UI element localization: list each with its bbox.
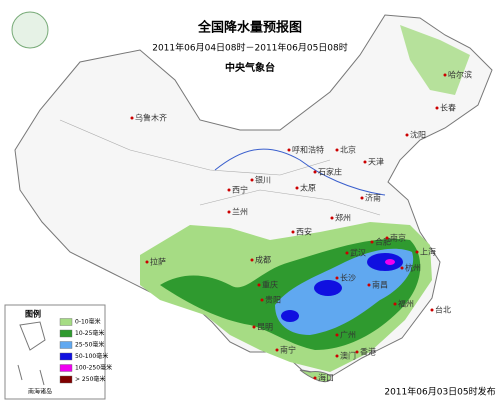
city-dot — [435, 106, 439, 110]
city-label: 西宁 — [232, 185, 248, 195]
period: 2011年06月04日08时－2011年06月05日08时 — [152, 42, 348, 54]
city-dot — [145, 260, 149, 264]
legend-label: 50-100毫米 — [75, 352, 108, 360]
city-label: 福州 — [398, 300, 414, 309]
city-label: 广州 — [340, 330, 356, 340]
city-dot — [250, 178, 254, 182]
rain-50-100 — [281, 310, 299, 322]
city-dot — [313, 170, 317, 174]
city-dot — [335, 333, 339, 337]
city-label: 乌鲁木齐 — [135, 113, 167, 123]
legend-label: 100-250毫米 — [75, 364, 112, 372]
city-dot — [363, 160, 367, 164]
rain-50-100 — [314, 280, 342, 296]
legend-swatch — [59, 375, 73, 384]
city-dot — [335, 148, 339, 152]
city-dot — [405, 133, 409, 137]
city-dot — [295, 186, 299, 190]
city-dot — [400, 266, 404, 270]
city-label: 太原 — [300, 183, 316, 193]
city-dot — [367, 283, 371, 287]
city-dot — [443, 73, 447, 77]
agency: 中央气象台 — [225, 61, 275, 74]
legend-box — [4, 304, 106, 400]
city-label: 哈尔滨 — [448, 70, 472, 80]
city-label: 长春 — [440, 103, 456, 113]
city-dot — [415, 250, 419, 254]
city-label: 西安 — [296, 227, 312, 237]
city-dot — [275, 348, 279, 352]
city-dot — [385, 236, 389, 240]
city-dot — [250, 258, 254, 262]
legend-swatch — [59, 352, 73, 361]
city-label: 昆明 — [257, 323, 273, 332]
legend-label: 25-50毫米 — [75, 341, 104, 349]
city-label: 北京 — [340, 145, 356, 155]
city-label: 郑州 — [335, 213, 351, 223]
city-label: 呼和浩特 — [292, 145, 324, 155]
city-label: 贵阳 — [265, 295, 281, 305]
city-label: 南京 — [390, 233, 406, 243]
rain-northeast — [400, 25, 470, 95]
inset-label: 南海诸岛 — [28, 388, 52, 396]
city-label: 武汉 — [350, 248, 366, 258]
city-dot — [291, 230, 295, 234]
city-label: 石家庄 — [318, 167, 342, 177]
city-dot — [393, 302, 397, 306]
city-label: 天津 — [368, 157, 384, 167]
inset-islands — [17, 321, 46, 386]
city-dot — [330, 216, 334, 220]
city-label: 沈阳 — [410, 130, 426, 140]
logo — [11, 11, 49, 49]
city-dot — [335, 276, 339, 280]
city-dot — [345, 251, 349, 255]
city-dot — [130, 116, 134, 120]
city-dot — [360, 196, 364, 200]
city-label: 海口 — [318, 373, 334, 383]
city-label: 台北 — [435, 305, 451, 315]
legend-swatch — [59, 318, 73, 326]
legend-swatch — [59, 364, 73, 372]
legend-label: 10-25毫米 — [75, 329, 104, 337]
city-dot — [430, 308, 434, 312]
city-label: 成都 — [255, 255, 271, 265]
legend-swatch — [59, 341, 73, 349]
city-dot — [227, 210, 231, 214]
city-dot — [260, 298, 264, 302]
legend-label: 0-10毫米 — [75, 318, 101, 326]
legend-title: 图例 — [25, 309, 41, 319]
city-dot — [335, 354, 339, 358]
city-label: 杭州 — [405, 263, 421, 273]
city-dot — [287, 148, 291, 152]
city-label: 香港 — [360, 347, 376, 357]
issued: 2011年06月03日05时发布 — [384, 386, 495, 398]
city-label: 南宁 — [280, 345, 296, 355]
city-dot — [313, 376, 317, 380]
city-dot — [257, 283, 261, 287]
city-label: 拉萨 — [150, 257, 166, 267]
city-dot — [370, 240, 374, 244]
city-label: 济南 — [365, 193, 381, 203]
city-label: 长沙 — [340, 273, 356, 283]
hainan — [299, 369, 332, 383]
map-title: 全国降水量预报图 — [197, 20, 302, 36]
legend-entries: 0-10毫米 10-25毫米 25-50毫米 50-100毫米 100-250毫米 > 2… — [59, 318, 112, 384]
city-label: 银川 — [255, 175, 271, 185]
city-dot — [355, 350, 359, 354]
city-label: 澳门 — [340, 351, 356, 361]
city-dot — [227, 188, 231, 192]
legend-label: > 250毫米 — [75, 375, 105, 383]
city-dot — [252, 325, 256, 329]
legend-swatch — [59, 329, 73, 338]
city-label: 南昌 — [372, 280, 388, 290]
rain-100-250 — [385, 259, 395, 265]
city-label: 兰州 — [232, 207, 248, 217]
city-label: 重庆 — [262, 280, 278, 290]
city-label: 合肥 — [375, 237, 391, 247]
city-label: 上海 — [420, 247, 436, 257]
